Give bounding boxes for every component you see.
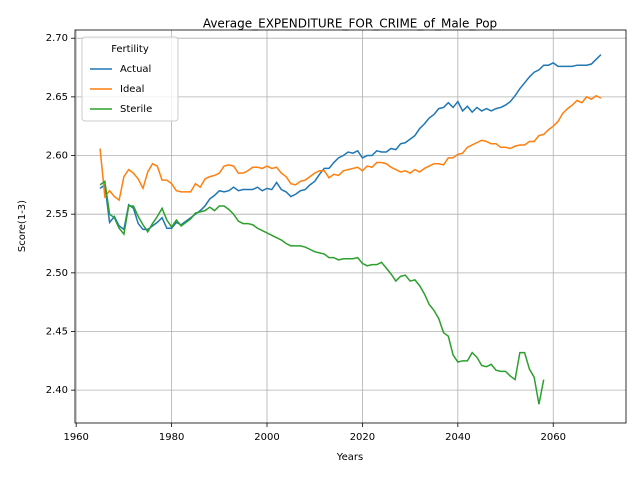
y-tick-label: 2.40: [46, 385, 68, 396]
chart-title: Average_EXPENDITURE_FOR_CRIME_of_Male_Po…: [203, 17, 497, 31]
x-tick-label: 1960: [63, 432, 88, 443]
legend: Fertility Actual Ideal Sterile: [81, 36, 179, 122]
legend-label: Ideal: [120, 84, 144, 95]
x-tick-label: 1980: [159, 432, 184, 443]
legend-label: Sterile: [120, 104, 152, 115]
series-line: [99, 179, 545, 405]
y-tick-label: 2.70: [46, 33, 68, 44]
legend-label: Actual: [120, 64, 151, 75]
y-axis-label: Score(1-3): [17, 200, 28, 252]
series-line: [99, 94, 602, 202]
x-axis-label: Years: [336, 452, 363, 463]
y-tick-label: 2.60: [46, 151, 68, 162]
x-tick-label: 2060: [541, 432, 566, 443]
x-tick-label: 2000: [254, 432, 279, 443]
legend-box: [81, 36, 179, 122]
x-tick-label: 2020: [350, 432, 375, 443]
y-tick-label: 2.55: [46, 209, 68, 220]
y-tick-label: 2.45: [46, 326, 68, 337]
y-tick-label: 2.65: [46, 92, 68, 103]
series-line: [99, 54, 602, 231]
plot-frame: [74, 29, 627, 424]
x-tick-label: 2040: [445, 432, 470, 443]
y-tick-label: 2.50: [46, 268, 68, 279]
legend-title: Fertility: [111, 44, 149, 55]
